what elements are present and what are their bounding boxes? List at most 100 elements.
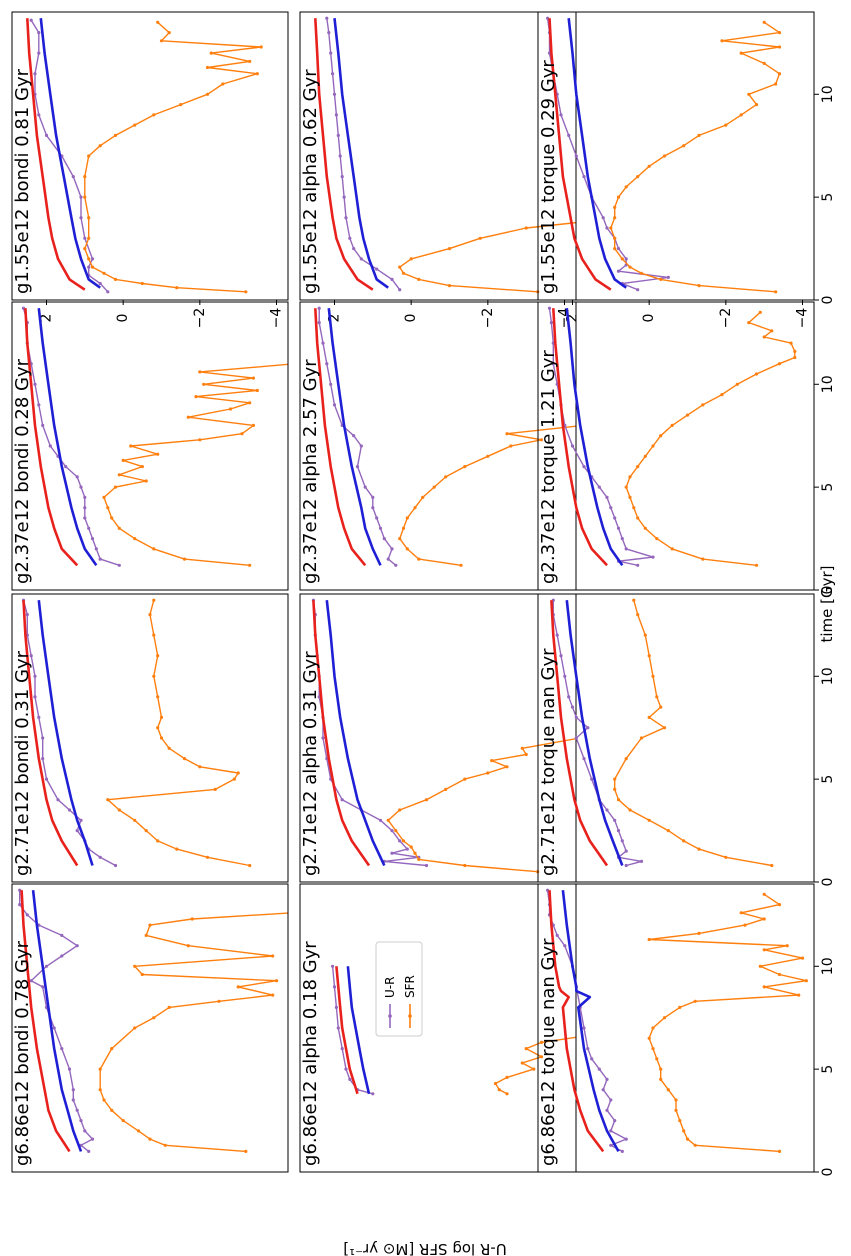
data-point	[639, 859, 644, 864]
data-point	[539, 1055, 544, 1059]
series-blue-line	[37, 308, 98, 567]
data-point	[325, 362, 329, 366]
data-point	[175, 286, 179, 290]
series-ur-line	[30, 19, 109, 293]
data-point	[666, 1088, 670, 1092]
data-point	[405, 847, 409, 851]
data-point	[636, 288, 640, 292]
data-point	[52, 1026, 56, 1030]
data-point	[586, 1047, 590, 1051]
data-point	[582, 634, 585, 637]
data-point	[559, 654, 563, 658]
panel-frame	[537, 593, 815, 883]
data-point	[213, 787, 217, 792]
data-point	[179, 103, 183, 107]
data-point	[331, 72, 335, 76]
panel-1: g2.37e12 bondi 0.28 Gyr	[11, 301, 297, 591]
data-point	[375, 516, 379, 520]
data-point	[444, 475, 448, 479]
data-point	[582, 965, 585, 968]
series-sfr-line	[103, 363, 288, 566]
data-point	[417, 857, 421, 862]
data-point	[685, 413, 690, 417]
data-point	[409, 845, 413, 849]
x-tick-label: 0	[820, 878, 836, 887]
data-point	[152, 674, 156, 678]
data-point	[83, 506, 87, 510]
data-point	[102, 271, 106, 275]
data-point	[244, 290, 248, 294]
data-point	[248, 59, 252, 64]
x-tick-label: 0	[820, 586, 836, 595]
data-point	[75, 829, 79, 833]
data-point	[682, 144, 686, 148]
data-point	[643, 526, 647, 530]
data-point	[167, 30, 171, 35]
data-point	[620, 1149, 624, 1153]
data-point	[551, 362, 555, 366]
panel-title: g2.71e12 bondi 0.31 Gyr	[12, 650, 33, 876]
y-tick-label: 2	[39, 314, 55, 323]
data-point	[616, 247, 621, 251]
data-point	[770, 329, 774, 333]
y-tick-label: −4	[795, 308, 811, 329]
data-point	[329, 382, 333, 386]
data-point	[401, 526, 406, 530]
data-point	[29, 979, 33, 983]
data-point	[789, 341, 793, 345]
data-point	[409, 257, 413, 261]
data-point	[198, 765, 202, 769]
series-blue-line	[565, 600, 624, 866]
data-point	[628, 495, 632, 499]
data-point	[60, 1047, 64, 1051]
data-point	[87, 216, 91, 220]
data-point	[601, 216, 605, 220]
x-tick-label: 10	[820, 957, 836, 975]
data-point	[586, 726, 590, 730]
data-point	[662, 154, 667, 158]
data-point	[117, 808, 121, 812]
series-blue-line	[346, 966, 371, 1095]
data-point	[113, 133, 118, 137]
data-point	[37, 30, 41, 35]
data-point	[332, 985, 337, 989]
data-point	[582, 342, 585, 345]
data-point	[163, 1143, 167, 1147]
panel-frame	[299, 593, 577, 883]
data-point	[762, 335, 766, 339]
data-point	[620, 257, 624, 261]
data-point	[777, 72, 782, 76]
data-point	[647, 937, 651, 942]
data-point	[574, 715, 578, 720]
data-point	[390, 277, 394, 281]
data-point	[651, 555, 655, 559]
data-point	[616, 269, 621, 273]
data-point	[616, 195, 621, 199]
data-point	[334, 1005, 338, 1010]
data-point	[624, 547, 628, 551]
y-tick-label: −2	[718, 308, 734, 329]
data-point	[398, 839, 402, 843]
data-point	[83, 495, 87, 499]
data-point	[624, 485, 628, 489]
data-point	[549, 321, 554, 325]
data-point	[294, 342, 297, 345]
panel-title: g2.37e12 torque 1.21 Gyr	[538, 350, 559, 584]
data-point	[609, 506, 613, 510]
data-point	[48, 444, 52, 448]
data-point	[159, 736, 164, 740]
data-point	[421, 495, 425, 499]
data-point	[274, 979, 279, 983]
data-point	[670, 547, 674, 551]
data-point	[106, 290, 110, 294]
data-point	[98, 144, 102, 148]
data-point	[329, 51, 333, 55]
data-point	[386, 557, 390, 561]
data-point	[762, 61, 766, 65]
data-point	[240, 432, 244, 436]
data-point	[659, 277, 663, 281]
data-point	[87, 1149, 91, 1153]
series-red-line	[548, 18, 612, 291]
data-point	[659, 705, 663, 709]
